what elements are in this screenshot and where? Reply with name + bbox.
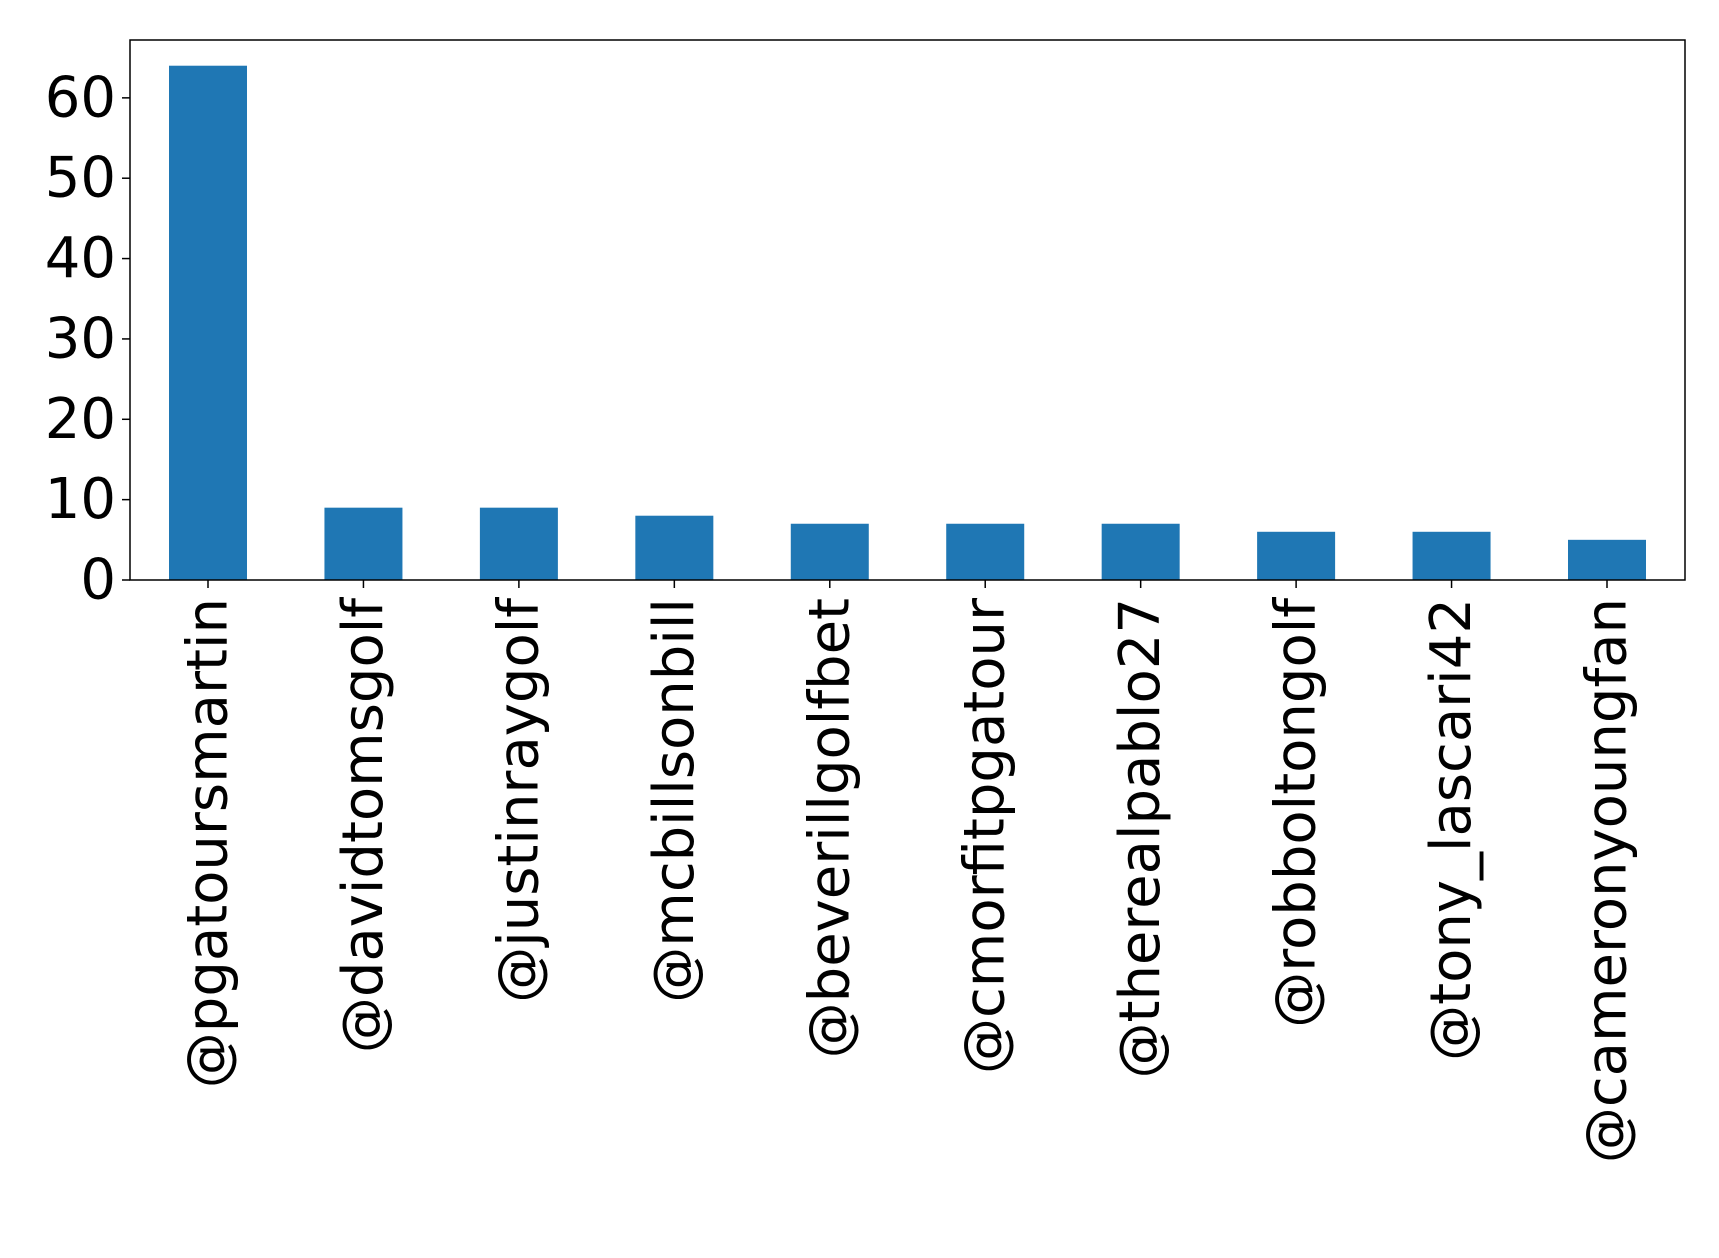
bar-cmorfitpgatour bbox=[946, 523, 1025, 580]
x-tick-label: @robboltongolf bbox=[1264, 597, 1329, 1028]
y-tick-label: 0 bbox=[80, 548, 116, 613]
bar-beverillgolfbet bbox=[790, 523, 869, 580]
bar-mcbillsonbill bbox=[635, 515, 714, 580]
x-tick-label: @beverillgolfbet bbox=[797, 598, 862, 1058]
y-tick-label: 40 bbox=[45, 226, 116, 291]
x-tick-label: @cmorfitpgatour bbox=[953, 597, 1018, 1074]
x-tick-label: @mcbillsonbill bbox=[642, 598, 707, 1003]
x-axis: @pgatoursmartin @davidtomsgolf @justinrayg… bbox=[176, 580, 1640, 1163]
bar-justinraygolf bbox=[479, 507, 558, 580]
y-tick-label: 50 bbox=[45, 146, 116, 211]
x-tick-label: @pgatoursmartin bbox=[176, 598, 241, 1088]
bar-cameronyoungfan bbox=[1568, 539, 1646, 580]
x-tick-label: @therealpablo27 bbox=[1108, 598, 1173, 1079]
bar-davidtomsgolf bbox=[324, 507, 403, 580]
x-tick-label: @tony_lascari42 bbox=[1419, 598, 1484, 1061]
x-tick-label: @justinraygolf bbox=[486, 597, 551, 1003]
plot-frame bbox=[129, 39, 1686, 581]
x-tick-label: @davidtomsgolf bbox=[331, 597, 396, 1053]
bars-group bbox=[169, 65, 1646, 580]
y-tick-label: 20 bbox=[45, 387, 116, 452]
y-tick-label: 60 bbox=[45, 65, 116, 130]
bar-tony-lascari42 bbox=[1412, 531, 1491, 580]
y-tick-label: 10 bbox=[45, 467, 116, 532]
bar-pgatoursmartin bbox=[169, 65, 247, 580]
y-tick-label: 30 bbox=[45, 306, 116, 371]
bar-therealpablo27 bbox=[1101, 523, 1180, 580]
x-tick-label: @cameronyoungfan bbox=[1575, 598, 1640, 1163]
bar-robboltongolf bbox=[1257, 531, 1336, 580]
y-axis: 0 10 20 30 40 50 60 bbox=[45, 65, 130, 613]
